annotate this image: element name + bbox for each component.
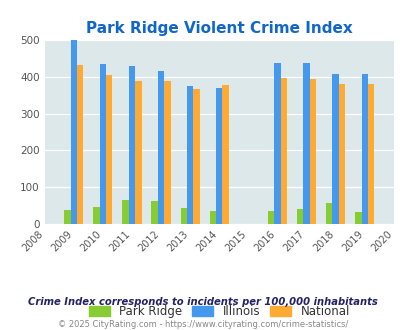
Bar bbox=[106, 75, 112, 224]
Bar bbox=[360, 74, 367, 224]
Bar bbox=[70, 40, 77, 224]
Bar bbox=[158, 71, 164, 224]
Bar bbox=[164, 82, 170, 224]
Bar bbox=[273, 62, 280, 224]
Legend: Park Ridge, Illinois, National: Park Ridge, Illinois, National bbox=[84, 301, 354, 323]
Bar bbox=[309, 79, 315, 224]
Bar bbox=[332, 74, 338, 224]
Bar bbox=[193, 89, 199, 224]
Bar bbox=[325, 203, 332, 224]
Bar bbox=[280, 78, 286, 224]
Bar bbox=[77, 65, 83, 224]
Bar bbox=[338, 84, 344, 224]
Bar bbox=[93, 207, 99, 224]
Bar bbox=[354, 212, 360, 224]
Bar bbox=[99, 64, 106, 224]
Bar bbox=[122, 200, 128, 224]
Bar bbox=[186, 86, 193, 224]
Bar bbox=[222, 85, 228, 224]
Bar bbox=[267, 211, 273, 224]
Bar bbox=[135, 82, 141, 224]
Bar bbox=[209, 211, 215, 224]
Bar bbox=[296, 209, 303, 224]
Text: © 2025 CityRating.com - https://www.cityrating.com/crime-statistics/: © 2025 CityRating.com - https://www.city… bbox=[58, 319, 347, 329]
Bar bbox=[303, 62, 309, 224]
Bar bbox=[180, 208, 186, 224]
Bar bbox=[128, 66, 135, 224]
Bar bbox=[151, 202, 158, 224]
Bar bbox=[367, 84, 373, 224]
Bar bbox=[215, 88, 222, 224]
Bar bbox=[64, 210, 70, 224]
Title: Park Ridge Violent Crime Index: Park Ridge Violent Crime Index bbox=[85, 21, 352, 36]
Text: Crime Index corresponds to incidents per 100,000 inhabitants: Crime Index corresponds to incidents per… bbox=[28, 297, 377, 307]
